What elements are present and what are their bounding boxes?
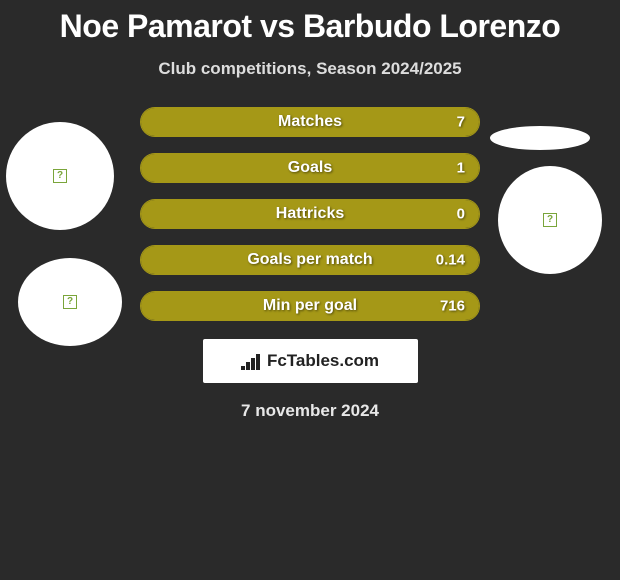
subtitle: Club competitions, Season 2024/2025 (0, 59, 620, 79)
stat-label: Goals per match (247, 251, 372, 269)
brand-bars-icon (241, 352, 263, 370)
avatar-left-bottom (18, 258, 122, 346)
stat-value: 0 (457, 206, 465, 223)
stat-bar: Matches 7 (140, 107, 480, 137)
date-label: 7 november 2024 (0, 401, 620, 421)
stat-bar: Goals per match 0.14 (140, 245, 480, 275)
stat-bar: Min per goal 716 (140, 291, 480, 321)
broken-image-icon (53, 169, 67, 183)
broken-image-icon (543, 213, 557, 227)
stat-value: 0.14 (436, 252, 465, 269)
brand-box: FcTables.com (203, 339, 418, 383)
avatar-right-ellipse (490, 126, 590, 150)
page-title: Noe Pamarot vs Barbudo Lorenzo (0, 0, 620, 45)
avatar-left-top (6, 122, 114, 230)
broken-image-icon (63, 295, 77, 309)
stat-value: 1 (457, 160, 465, 177)
stats-container: Matches 7 Goals 1 Hattricks 0 Goals per match 0… (140, 107, 480, 321)
stat-value: 716 (440, 298, 465, 315)
stat-label: Min per goal (263, 297, 357, 315)
stat-label: Matches (278, 113, 342, 131)
stat-bar: Hattricks 0 (140, 199, 480, 229)
avatar-right-circle (498, 166, 602, 274)
stat-bar: Goals 1 (140, 153, 480, 183)
stat-label: Goals (288, 159, 332, 177)
stat-value: 7 (457, 114, 465, 131)
stat-label: Hattricks (276, 205, 344, 223)
brand-text: FcTables.com (267, 351, 379, 371)
